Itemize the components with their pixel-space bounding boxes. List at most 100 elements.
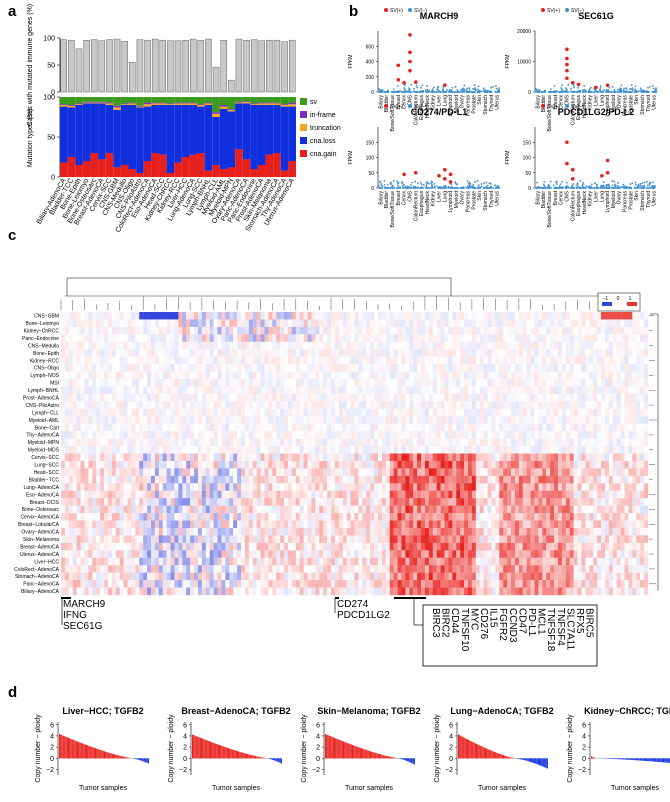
c-heat-cell — [76, 386, 81, 395]
c-heat-cell — [409, 334, 414, 342]
c-heat-cell — [194, 393, 199, 402]
c-heat-cell — [111, 356, 116, 365]
c-heat-cell — [100, 371, 105, 380]
c-heat-cell — [151, 371, 156, 380]
c-heat-cell — [213, 468, 218, 477]
c-heat-cell — [554, 453, 559, 462]
c-heat-cell — [366, 334, 371, 342]
c-heat-cell — [573, 460, 578, 469]
c-heat-cell — [526, 379, 531, 387]
c-heat-cell — [225, 364, 230, 372]
b-point-neg — [629, 88, 631, 90]
c-heat-cell — [479, 326, 484, 335]
a-bot-seg-cna.gain — [288, 161, 296, 177]
c-heat-cell — [362, 401, 367, 410]
c-heat-cell — [385, 341, 390, 350]
b-point-pos — [448, 172, 453, 177]
c-heat-cell — [616, 460, 621, 469]
b-point-neg — [378, 184, 380, 187]
b-point-neg — [568, 91, 570, 93]
c-heat-cell — [237, 453, 242, 462]
c-heat-cell — [538, 460, 543, 469]
c-heat-cell — [428, 453, 433, 462]
c-heat-cell — [421, 393, 426, 402]
c-heat-cell — [213, 393, 218, 402]
c-heat-cell — [264, 446, 269, 454]
c-heat-cell — [96, 319, 101, 328]
c-heat-cell — [201, 386, 206, 395]
b-point-neg — [633, 91, 636, 93]
c-heat-cell — [61, 326, 66, 335]
c-heat-cell — [464, 416, 469, 424]
c-heat-cell — [644, 438, 649, 447]
c-heat-cell — [151, 341, 156, 350]
c-heat-cell — [319, 386, 324, 395]
c-heat-cell — [397, 312, 402, 320]
c-heat-cell — [229, 356, 234, 365]
c-heat-cell — [381, 341, 387, 350]
c-heat-cell — [405, 334, 410, 342]
c-heat-cell — [143, 468, 148, 477]
c-heat-cell — [186, 319, 191, 328]
c-heat-cell — [194, 468, 199, 477]
c-heat-cell — [585, 438, 590, 447]
c-heat-cell — [104, 460, 109, 469]
c-heat-cell — [495, 312, 500, 320]
b-point-neg — [579, 186, 581, 189]
c-heat-cell — [205, 446, 210, 454]
c-heat-cell — [217, 475, 222, 484]
c-heat-cell — [76, 341, 81, 350]
c-heat-cell — [644, 334, 649, 342]
c-heat-cell — [174, 356, 179, 365]
c-heat-cell — [577, 319, 582, 328]
c-heat-cell — [362, 349, 367, 357]
b-point-neg — [401, 185, 404, 187]
c-heat-cell — [413, 431, 418, 439]
c-heat-cell — [542, 468, 547, 477]
c-heat-cell — [397, 356, 402, 365]
c-heat-cell — [499, 446, 504, 454]
c-heat-cell — [182, 326, 187, 335]
b-point-neg — [585, 91, 587, 93]
c-heat-cell — [589, 438, 594, 447]
c-heat-cell — [303, 438, 308, 447]
c-heat-cell — [565, 446, 570, 454]
c-heat-cell — [467, 341, 473, 350]
c-heat-cell — [413, 349, 418, 357]
c-heat-cell — [585, 460, 590, 469]
b-point-neg — [392, 179, 395, 182]
c-heat-cell — [342, 341, 347, 350]
c-heat-cell — [100, 408, 105, 417]
c-heat-cell — [252, 446, 257, 454]
c-heat-cell — [186, 475, 191, 484]
c-heat-cell — [182, 401, 187, 410]
c-heat-cell — [440, 423, 445, 432]
c-heat-cell — [362, 408, 367, 417]
c-heat-cell — [514, 379, 520, 387]
c-heat-cell — [456, 326, 461, 335]
c-heat-cell — [483, 371, 488, 380]
c-heat-cell — [491, 371, 496, 380]
c-heat-cell — [397, 393, 402, 402]
c-heat-cell — [538, 371, 543, 380]
c-heat-cell — [201, 341, 206, 350]
c-heat-cell — [597, 460, 602, 469]
c-heat-cell — [550, 371, 555, 380]
c-heat-cell — [287, 341, 293, 350]
c-heat-cell — [76, 326, 81, 335]
c-heat-cell — [135, 326, 140, 335]
a-bot-seg-cna.loss — [128, 105, 137, 169]
c-heat-cell — [597, 371, 602, 380]
c-heat-cell — [569, 364, 574, 372]
c-heat-cell — [299, 453, 304, 462]
c-heat-cell — [593, 334, 598, 342]
c-heat-cell — [252, 431, 257, 439]
c-heat-cell — [636, 312, 641, 320]
c-heat-cell — [456, 379, 461, 387]
c-heat-cell — [64, 460, 70, 469]
b-point-neg — [496, 187, 498, 189]
c-heat-cell — [147, 349, 152, 357]
c-heat-cell — [248, 416, 253, 424]
b-point-neg — [607, 91, 609, 93]
c-heat-cell — [487, 431, 492, 439]
